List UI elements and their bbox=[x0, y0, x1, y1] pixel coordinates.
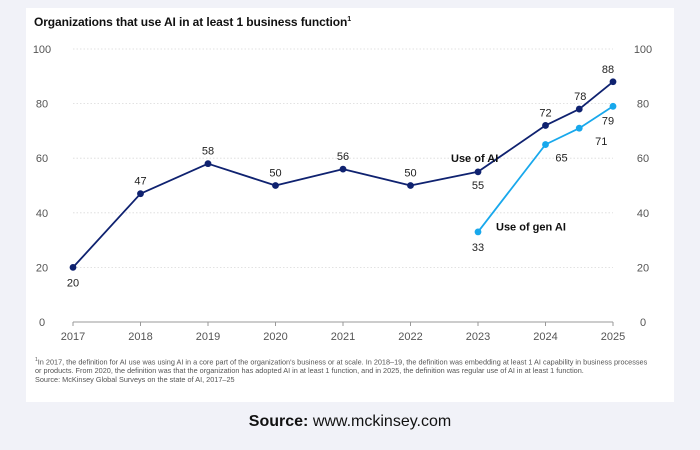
x-tick-label: 2024 bbox=[533, 331, 557, 343]
x-tick-label: 2023 bbox=[466, 331, 490, 343]
y-tick-label-left: 80 bbox=[36, 99, 48, 111]
x-tick-label: 2020 bbox=[263, 331, 287, 343]
data-point bbox=[609, 102, 617, 110]
y-tick-label-right: 80 bbox=[637, 99, 649, 111]
data-label: 88 bbox=[602, 64, 614, 76]
data-point bbox=[137, 190, 144, 198]
series-label-use-of-gen-ai: Use of gen AI bbox=[496, 221, 566, 233]
y-tick-label-right: 0 bbox=[640, 317, 646, 329]
data-point bbox=[474, 168, 482, 176]
y-tick-label-right: 100 bbox=[634, 44, 652, 56]
footnote-text: In 2017, the definition for AI use was u… bbox=[35, 357, 648, 376]
data-label: 50 bbox=[269, 168, 281, 180]
y-tick-label-right: 40 bbox=[637, 208, 649, 220]
data-label: 33 bbox=[472, 242, 484, 254]
data-point bbox=[542, 122, 549, 129]
data-point bbox=[204, 160, 212, 168]
title-footnote-marker: 1 bbox=[347, 16, 352, 23]
data-point bbox=[609, 78, 617, 86]
y-tick-label-left: 20 bbox=[36, 262, 48, 274]
chart-title: Organizations that use AI in at least 1 … bbox=[34, 15, 352, 29]
data-point bbox=[272, 182, 279, 189]
chart-card: 0 0 20 20 40 40 60 60 80 80 100 100 2017 2018 2019 2020… bbox=[26, 8, 674, 402]
footnote: 1In 2017, the definition for AI use was … bbox=[35, 356, 655, 384]
data-point bbox=[575, 124, 583, 132]
page-source-value: www.mckinsey.com bbox=[312, 413, 452, 430]
data-label: 78 bbox=[574, 91, 586, 103]
y-tick-label-left: 100 bbox=[33, 44, 51, 56]
data-point bbox=[575, 105, 583, 113]
data-point bbox=[474, 228, 482, 236]
data-label: 79 bbox=[602, 115, 614, 127]
series-line bbox=[72, 81, 614, 269]
data-label: 58 bbox=[202, 146, 214, 158]
data-label: 65 bbox=[555, 153, 567, 165]
data-label: 55 bbox=[472, 180, 484, 192]
data-label: 20 bbox=[67, 277, 79, 289]
data-label: 47 bbox=[134, 176, 146, 188]
page-source: Source: www.mckinsey.com bbox=[0, 413, 700, 431]
x-tick-label: 2017 bbox=[61, 331, 85, 343]
y-tick-label-left: 60 bbox=[36, 153, 48, 165]
x-tick-label: 2018 bbox=[128, 331, 152, 343]
y-tick-label-left: 0 bbox=[39, 317, 45, 329]
data-label: 72 bbox=[539, 107, 551, 119]
x-tick-label: 2025 bbox=[601, 331, 625, 343]
data-label: 56 bbox=[337, 151, 349, 163]
data-point bbox=[542, 141, 549, 148]
x-tick-label: 2019 bbox=[196, 331, 220, 343]
y-tick-label-left: 40 bbox=[36, 208, 48, 220]
footnote-source: Source: McKinsey Global Surveys on the s… bbox=[35, 374, 235, 384]
series-line bbox=[477, 105, 614, 233]
data-point bbox=[69, 264, 77, 271]
data-point bbox=[339, 165, 347, 173]
x-tick-label: 2021 bbox=[331, 331, 355, 343]
page-source-label: Source: bbox=[248, 413, 309, 430]
x-tick-label: 2022 bbox=[398, 331, 422, 343]
footnote-marker: 1 bbox=[35, 357, 38, 363]
y-tick-label-right: 20 bbox=[637, 262, 649, 274]
y-tick-label-right: 60 bbox=[637, 153, 649, 165]
data-label: 50 bbox=[404, 168, 416, 180]
data-label: 71 bbox=[595, 136, 607, 148]
data-point bbox=[407, 182, 414, 189]
series-label-use-of-ai: Use of AI bbox=[451, 153, 498, 165]
